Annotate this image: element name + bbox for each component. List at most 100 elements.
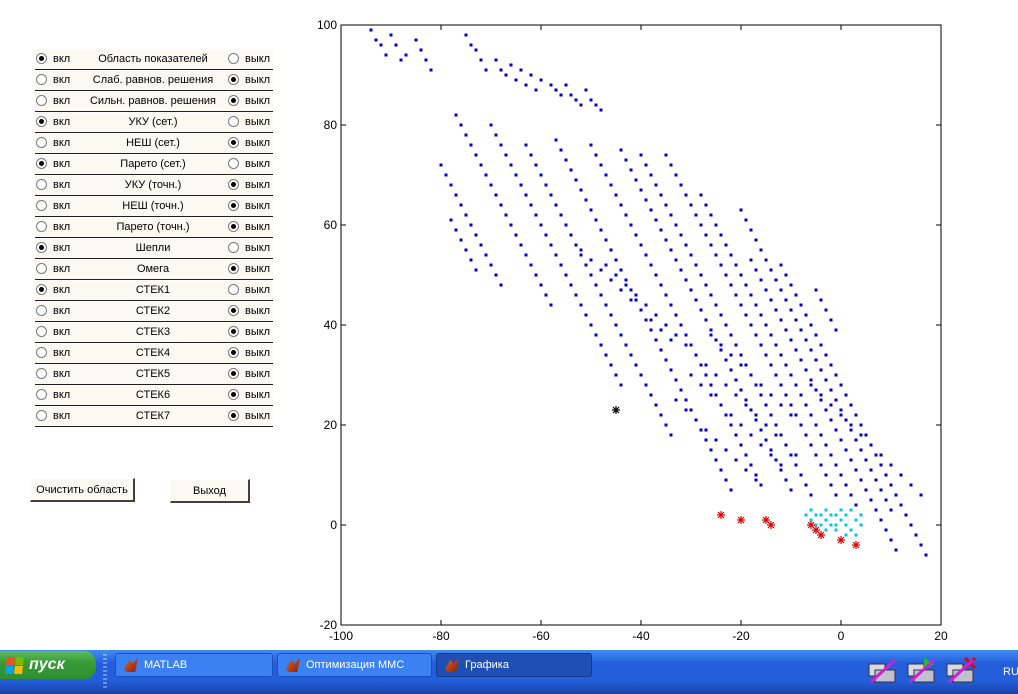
data-point [924, 553, 928, 557]
data-point [674, 313, 678, 317]
matlab-figure-icon [445, 658, 459, 672]
data-point [719, 468, 723, 472]
on-radio[interactable] [36, 179, 47, 190]
data-point [739, 273, 743, 277]
data-point [599, 293, 603, 297]
off-radio[interactable] [228, 95, 239, 106]
data-point [919, 543, 923, 547]
data-point [569, 283, 573, 287]
data-point [574, 98, 578, 102]
on-radio[interactable] [36, 53, 47, 64]
data-point [744, 468, 748, 472]
data-point [499, 203, 503, 207]
data-point [534, 163, 538, 167]
off-radio[interactable] [228, 368, 239, 379]
clear-area-button[interactable]: Очистить область [30, 478, 135, 502]
network-computer-icon[interactable] [906, 656, 940, 686]
off-radio[interactable] [228, 116, 239, 127]
data-point [679, 268, 683, 272]
network-computer-icon[interactable] [867, 656, 901, 686]
option-row: вкл Сильн. равнов. решения выкл [35, 92, 273, 112]
start-label: пуск [29, 656, 65, 673]
data-point [574, 293, 578, 297]
task-matlab[interactable]: MATLAB [115, 653, 273, 677]
data-point [784, 298, 788, 302]
on-radio[interactable] [36, 410, 47, 421]
data-point [679, 323, 683, 327]
on-radio[interactable] [36, 95, 47, 106]
start-button[interactable]: пуск [0, 651, 96, 679]
on-radio[interactable] [36, 242, 47, 253]
off-radio[interactable] [228, 179, 239, 190]
off-radio[interactable] [228, 347, 239, 358]
data-point [854, 468, 858, 472]
on-radio[interactable] [36, 158, 47, 169]
on-radio[interactable] [36, 347, 47, 358]
data-point [554, 253, 558, 257]
data-point [589, 208, 593, 212]
on-radio[interactable] [36, 284, 47, 295]
on-radio[interactable] [36, 305, 47, 316]
data-point [624, 278, 628, 282]
off-radio[interactable] [228, 410, 239, 421]
data-point [819, 368, 823, 372]
on-radio[interactable] [36, 263, 47, 274]
data-point [754, 418, 758, 422]
scatter-plot[interactable]: -100 -80 -60 -40 -20 0 20 -20 0 20 40 60 80 100 [310, 15, 970, 645]
off-radio[interactable] [228, 74, 239, 85]
task-optimization[interactable]: Оптимизация ММС [277, 653, 432, 677]
off-radio[interactable] [228, 389, 239, 400]
data-point [849, 428, 853, 432]
on-radio[interactable] [36, 74, 47, 85]
data-point [694, 418, 698, 422]
on-radio[interactable] [36, 137, 47, 148]
off-radio[interactable] [228, 200, 239, 211]
off-radio[interactable] [228, 242, 239, 253]
option-row: вкл СТЕК3 выкл [35, 323, 273, 343]
network-disconnected-icon[interactable] [945, 656, 979, 686]
off-radio[interactable] [228, 53, 239, 64]
data-point [854, 533, 858, 537]
data-point [864, 433, 868, 437]
data-point [619, 203, 623, 207]
data-point [819, 393, 823, 397]
task-label: MATLAB [144, 659, 188, 671]
exit-button[interactable]: Выход [170, 479, 250, 503]
data-point [764, 438, 768, 442]
taskbar-grip[interactable] [103, 654, 107, 690]
off-radio[interactable] [228, 221, 239, 232]
data-point [719, 233, 723, 237]
data-point [464, 213, 468, 217]
data-point [659, 348, 663, 352]
data-point [514, 173, 518, 177]
data-point [664, 293, 668, 297]
on-radio[interactable] [36, 389, 47, 400]
off-radio[interactable] [228, 137, 239, 148]
off-radio[interactable] [228, 305, 239, 316]
data-point [579, 188, 583, 192]
data-point [664, 423, 668, 427]
data-point [739, 423, 743, 427]
off-radio[interactable] [228, 326, 239, 337]
on-label: вкл [53, 263, 71, 275]
off-radio[interactable] [228, 263, 239, 274]
on-radio[interactable] [36, 368, 47, 379]
data-point [679, 388, 683, 392]
data-point [709, 328, 713, 332]
data-point [814, 333, 818, 337]
on-radio[interactable] [36, 200, 47, 211]
task-graphics[interactable]: Графика [436, 653, 592, 677]
option-label: Область показателей [98, 53, 208, 65]
data-point [594, 103, 598, 107]
on-radio[interactable] [36, 221, 47, 232]
on-radio[interactable] [36, 116, 47, 127]
off-radio[interactable] [228, 158, 239, 169]
data-point [514, 78, 518, 82]
off-radio[interactable] [228, 284, 239, 295]
data-point [794, 318, 798, 322]
on-radio[interactable] [36, 326, 47, 337]
data-point [529, 203, 533, 207]
off-label: выкл [245, 179, 271, 191]
data-point [374, 38, 378, 42]
language-indicator[interactable]: RU [1003, 666, 1018, 678]
